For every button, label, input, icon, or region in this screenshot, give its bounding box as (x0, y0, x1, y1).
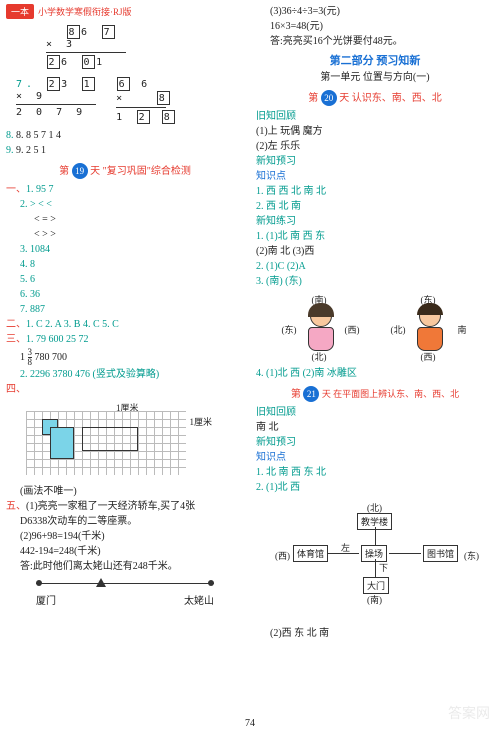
ans-5: 5. 6 (20, 273, 244, 287)
new-practice: 新知练习 (256, 215, 494, 229)
k4: 2. (1)北 西 (256, 481, 494, 495)
new-preview-2: 新知预习 (256, 436, 494, 450)
unit-title: 第一单元 位置与方向(一) (256, 71, 494, 85)
ans-3-frac: 1 38 780 700 (20, 348, 244, 367)
ans-6: 6. 36 (20, 288, 244, 302)
section-4: 四、 (6, 384, 26, 395)
section-3: 三、 (6, 334, 26, 345)
ans-2-row2: < = > (34, 213, 244, 227)
direction-figures: (南) (东) (西) (北) (东) (北) 南 (西) (266, 293, 484, 363)
p1: 1. (1)北 南 西 东 (256, 230, 494, 244)
r2: 16×3=48(元) (270, 20, 494, 34)
new-preview: 新知预习 (256, 155, 494, 169)
k5: (2)西 东 北 南 (270, 627, 494, 641)
day-20-title: 第 20 天 认识东、南、西、北 (256, 89, 494, 106)
calc-2b: 6 6 × 8 1 2 8 (116, 77, 176, 124)
station-a: 厦门 (36, 592, 56, 607)
o3: 南 北 (256, 421, 494, 435)
train-diagram (36, 576, 214, 590)
calc-1: 86 7 × 3 26 01 (46, 25, 244, 69)
campus-map: (北) 教学楼 (西) 体育馆 左 操场 图书馆 (东) 下 大门 (南) (275, 501, 475, 621)
ans-4: 4. 8 (20, 258, 244, 272)
grid-figure: 1厘米 1厘米 (26, 401, 206, 481)
knowledge-pt: 知识点 (256, 170, 494, 184)
series-badge: 一本 (6, 4, 34, 19)
part-2-title: 第二部分 预习知新 (256, 52, 494, 68)
ans-2-row1: 2. > < < (20, 198, 244, 212)
old-review-2: 旧知回顾 (256, 406, 494, 420)
day-21-title: 第 21 天 在平面图上辨认东、南、西、北 (256, 385, 494, 402)
section-5: 五、 (6, 501, 26, 512)
k1: 1. 西 西 北 南 北 (256, 185, 494, 199)
ans-3-2: 2. 2296 3780 476 (竖式及验算略) (20, 368, 244, 382)
p2: 2. (1)C (2)A (256, 260, 494, 274)
ans-7: 7. 887 (20, 303, 244, 317)
s5d: 442-194=248(千米) (20, 545, 244, 559)
o1: (1)上 玩偶 魔方 (256, 125, 494, 139)
watermark: 答案网 (448, 703, 490, 723)
k2: 2. 西 北 南 (256, 200, 494, 214)
book-title: 小学数学寒假衔接·RJ版 (38, 5, 132, 18)
old-review: 旧知回顾 (256, 110, 494, 124)
section-1: 一、 (6, 184, 26, 195)
knowledge-pt-2: 知识点 (256, 451, 494, 465)
section-2: 二、 (6, 319, 26, 330)
k3: 1. 北 南 西 东 北 (256, 466, 494, 480)
s5b: D6338次动车的二等座票。 (20, 515, 244, 529)
ans-3: 3. 1084 (20, 243, 244, 257)
p3: 3. (南) (东) (256, 275, 494, 289)
r3: 答:亮亮买16个光饼要付48元。 (270, 35, 494, 49)
r1: (3)36÷4÷3=3(元) (270, 5, 494, 19)
num-9: 9. (6, 145, 14, 156)
station-b: 太姥山 (184, 592, 214, 607)
ans-2-row3: < > > (34, 228, 244, 242)
calc-2a: 7. 23 1 × 9 2 0 7 9 (16, 77, 96, 124)
grid-note: (画法不唯一) (20, 485, 244, 499)
p4: 4. (1)北 西 (2)南 冰雕区 (256, 367, 494, 381)
day-19-title: 第 19 天 "复习巩固"综合检测 (6, 162, 244, 179)
page-number: 74 (245, 718, 255, 729)
p1b: (2)南 北 (3)西 (256, 245, 494, 259)
s5e: 答:此时他们离太姥山还有248千米。 (20, 560, 244, 574)
s5c: (2)96+98=194(千米) (20, 530, 244, 544)
num-8: 8. (6, 130, 14, 141)
o2: (2)左 乐乐 (256, 140, 494, 154)
